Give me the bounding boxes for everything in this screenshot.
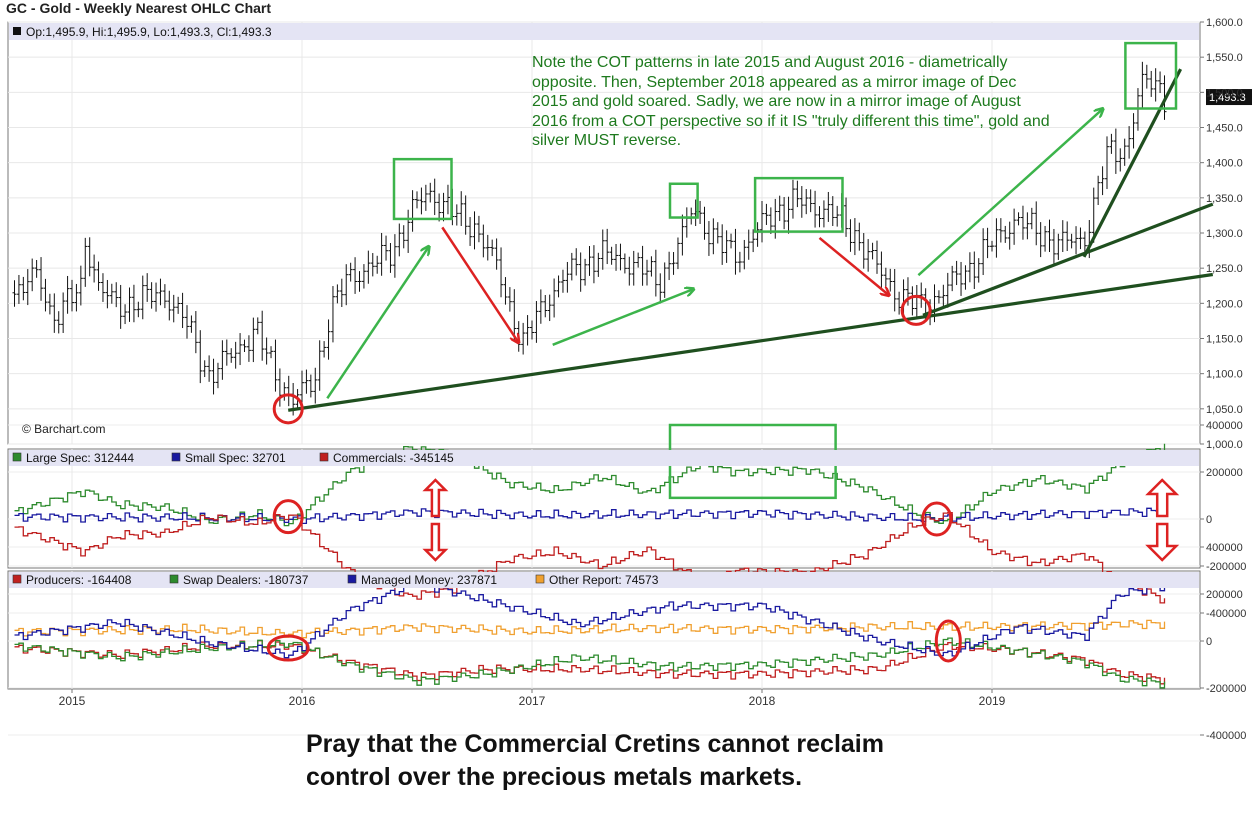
price-tick-label: 1,200.0 [1206,298,1243,310]
legend-label: Commercials: -345145 [333,451,454,465]
x-tick-label: 2019 [979,694,1006,708]
caption: Pray that the Commercial Cretins cannot … [306,728,884,794]
up-arrow [422,478,449,518]
legend-swatch [12,574,22,584]
legend-label: Producers: -164408 [26,573,132,587]
legend-swatch [171,452,181,462]
other-report-line [14,619,1166,639]
ohlc-readout: Op:1,495.9, Hi:1,495.9, Lo:1,493.3, Cl:1… [26,25,272,39]
down-arrow [1145,522,1180,562]
legend-swatch [12,452,22,462]
x-tick-label: 2018 [749,694,776,708]
price-tick-label: 1,100.0 [1206,369,1243,381]
trendline [287,272,1214,412]
cot-tick-label: -400000 [1206,608,1246,620]
panel-cot1 [7,448,1201,569]
cot-tick-label: 400000 [1206,420,1243,432]
ohlc-legend-swatch [13,27,21,35]
red-arrow [818,236,889,295]
trendline [922,202,1214,317]
cot-tick-label: 200000 [1206,589,1243,601]
chart-title: GC - Gold - Weekly Nearest OHLC Chart [6,0,272,16]
legend-swatch [347,574,357,584]
highlight-circle [272,393,304,425]
legend-label: Small Spec: 32701 [185,451,286,465]
cot-tick-label: 200000 [1206,467,1243,479]
x-tick-label: 2015 [59,694,86,708]
last-price-label: 1,493.3 [1209,92,1246,104]
legend-label: Large Spec: 312444 [26,451,134,465]
cot2-header-bar [9,572,1199,588]
green-arrow [326,247,428,399]
price-tick-label: 1,500.0 [1206,87,1243,99]
highlight-box [668,182,699,219]
price-tick-label: 1,450.0 [1206,123,1243,135]
cot-tick-label: -200000 [1206,561,1246,573]
cot-tick-label: -200000 [1206,683,1246,695]
green-arrow [917,109,1102,277]
cot-highlight-circle [921,501,953,537]
cot-tick-label: -400000 [1206,730,1246,742]
highlight-box [753,176,844,233]
cot-highlight-circle [272,499,304,535]
up-arrow [1145,478,1180,518]
cot-tick-label: 0 [1206,636,1212,648]
legend-swatch [169,574,179,584]
legend-label: Swap Dealers: -180737 [183,573,309,587]
trendline [1082,68,1183,258]
cot-tick-label: 400000 [1206,542,1243,554]
price-tick-label: 1,250.0 [1206,263,1243,275]
highlight-box [1124,41,1178,110]
legend-swatch [319,452,329,462]
price-tick-label: 1,550.0 [1206,52,1243,64]
highlight-circle [900,294,932,326]
price-tick-label: 1,000.0 [1206,439,1243,451]
cot-tick-label: 0 [1206,514,1212,526]
highlight-box [392,157,453,221]
managed-money-line [14,579,1166,659]
price-tick-label: 1,300.0 [1206,228,1243,240]
price-header-bar [9,23,1199,40]
last-price-tag [1206,89,1252,106]
cot2-highlight-circle [934,619,962,663]
annotation-note: Note the COT patterns in late 2015 and A… [532,54,1050,149]
price-tick-label: 1,400.0 [1206,158,1243,170]
large-spec-line [14,443,1166,527]
x-tick-label: 2017 [519,694,546,708]
cot2-highlight-circle [266,634,310,662]
down-arrow [422,522,449,562]
green-arrow [552,289,693,346]
legend-label: Managed Money: 237871 [361,573,497,587]
caption-line-2: control over the precious metals markets… [306,763,803,791]
commercials-line [14,511,1166,604]
price-tick-label: 1,150.0 [1206,334,1243,346]
price-tick-label: 1,050.0 [1206,404,1243,416]
legend-label: Other Report: 74573 [549,573,659,587]
caption-line-1: Pray that the Commercial Cretins cannot … [306,730,884,758]
x-tick-label: 2016 [289,694,316,708]
producers-line [14,640,1166,685]
cot1-header-bar [9,450,1199,466]
barchart-watermark: © Barchart.com [22,422,106,436]
price-tick-label: 1,350.0 [1206,193,1243,205]
price-tick-label: 1,600.0 [1206,17,1243,29]
red-arrow [441,226,518,342]
legend-swatch [535,574,545,584]
